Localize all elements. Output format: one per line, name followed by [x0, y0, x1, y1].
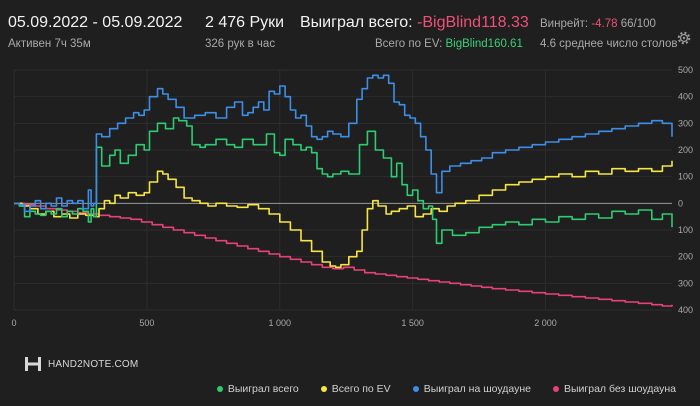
won-total: Выиграл всего: -BigBlind118.33	[300, 14, 529, 32]
legend-item-showdown[interactable]: Выиграл на шоудауне	[412, 383, 531, 395]
winrate: Винрейт: -4.78 66/100	[540, 18, 656, 30]
legend-dot-icon	[553, 386, 559, 392]
hand2note-logo-icon	[25, 357, 41, 371]
series-line-3	[14, 202, 673, 307]
ev-total: Всего по EV: BigBlind160.61	[375, 38, 523, 50]
won-total-label: Выиграл всего:	[300, 14, 413, 31]
x-tick-label: 1 500	[401, 318, 424, 328]
y-tick-label: 100	[678, 172, 693, 182]
y-tick-label: 200	[678, 252, 693, 262]
hands-count: 2 476 Руки	[205, 14, 285, 31]
active-time: Активен 7ч 35м	[8, 38, 91, 50]
y-tick-label: 200	[678, 145, 693, 155]
winrate-value: -4.78	[591, 18, 618, 30]
logo: HAND2NOTE.COM	[24, 356, 138, 372]
legend-dot-icon	[320, 386, 327, 392]
won-total-value: -BigBlind118.33	[417, 14, 529, 31]
legend-item-won[interactable]: Выиграл всего	[216, 383, 299, 395]
y-tick-label: 100	[678, 225, 693, 235]
gear-icon[interactable]	[676, 30, 692, 46]
x-tick-label: 500	[139, 318, 154, 328]
y-tick-label: 300	[678, 278, 693, 288]
series-line-0	[14, 117, 673, 245]
series-line-1	[14, 160, 673, 269]
date-range: 05.09.2022 - 05.09.2022	[8, 14, 183, 31]
graph-area: 500 400 300 200 100 0 100 200 300 400 0 500 1 000 1 5…	[0, 60, 700, 401]
y-tick-label: 400	[678, 305, 693, 315]
legend-label-ev: Всего по EV	[331, 383, 391, 395]
winrate-unit: 66/100	[620, 18, 656, 30]
legend-label-showdown: Выиграл на шоудауне	[423, 383, 531, 395]
winrate-label: Винрейт:	[540, 18, 589, 30]
x-tick-label: 0	[11, 318, 16, 328]
legend-dot-icon	[216, 386, 223, 392]
ev-total-label: Всего по EV:	[375, 38, 443, 50]
summary-header: 05.09.2022 - 05.09.2022 Активен 7ч 35м 2…	[0, 0, 700, 60]
y-tick-label: 300	[678, 118, 693, 128]
legend-item-no-showdown[interactable]: Выиграл без шоудауна	[553, 383, 676, 395]
ev-total-value: BigBlind160.61	[445, 38, 523, 50]
legend-label-won: Выиграл всего	[227, 383, 299, 395]
legend-dot-icon	[412, 386, 419, 392]
x-tick-label: 2 000	[534, 318, 557, 328]
logo-text: HAND2NOTE.COM	[48, 358, 139, 370]
y-tick-label: 0	[678, 198, 683, 208]
legend-item-ev[interactable]: Всего по EV	[320, 383, 391, 395]
y-tick-label: 500	[678, 65, 693, 75]
legend-label-no-showdown: Выиграл без шоудауна	[564, 383, 676, 395]
y-tick-label: 400	[678, 92, 693, 102]
x-tick-label: 1 000	[268, 318, 291, 328]
hands-per-hour: 326 рук в час	[205, 38, 276, 50]
legend: Выиграл всего Всего по EV Выиграл на шоу…	[216, 383, 676, 395]
avg-tables: 4.6 среднее число столов	[540, 38, 678, 50]
series-line-2	[14, 74, 673, 213]
